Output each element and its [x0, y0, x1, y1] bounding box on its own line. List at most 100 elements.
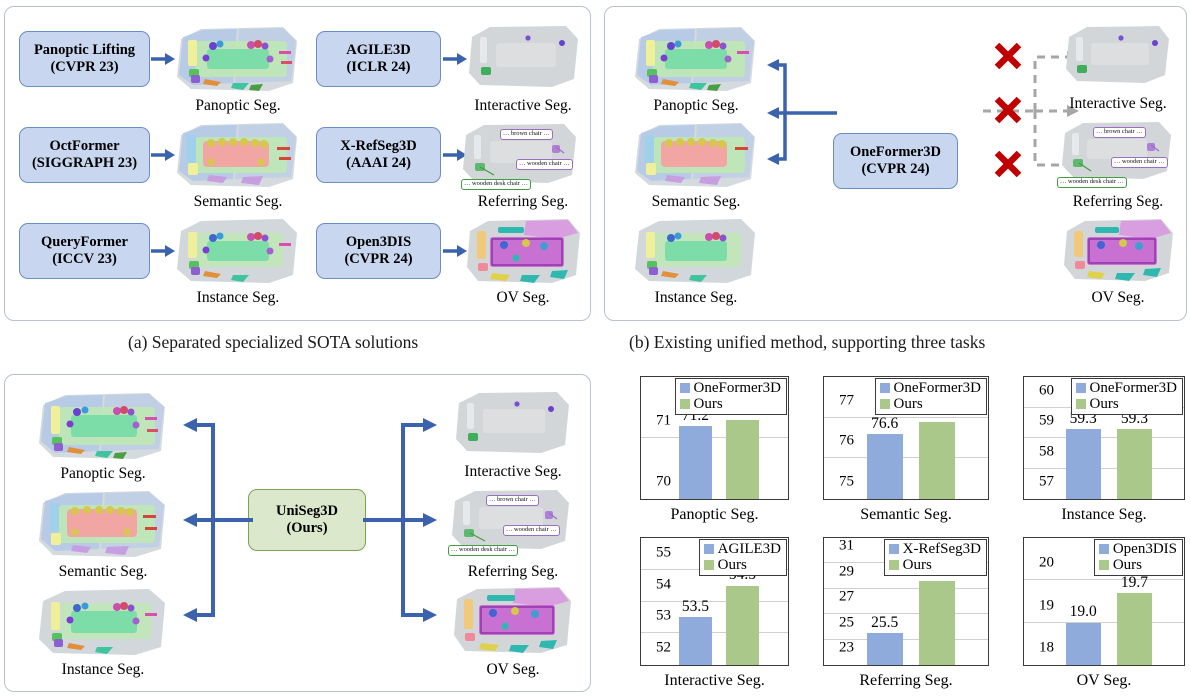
- scene-label: Referring Seg.: [477, 193, 569, 210]
- chart-ov-seg: Open3DIS Ours 19.0 19.7 18 19 20 21 OV S…: [991, 535, 1187, 690]
- bar-ours: [1116, 593, 1152, 665]
- referring-phrase-bubble: … wooden desk chair …: [1057, 177, 1127, 188]
- y-tick-label: 58: [1039, 443, 1054, 459]
- gridline: [824, 587, 988, 589]
- arrow-right-icon: [443, 149, 467, 161]
- legend-swatch-ours: [703, 560, 714, 571]
- y-tick-label: 20: [1039, 554, 1054, 571]
- legend-label-ours: Ours: [717, 557, 747, 574]
- scene-label: OV Seg.: [496, 289, 550, 306]
- bar-ours: [919, 581, 956, 665]
- bar-ours: [726, 585, 759, 665]
- legend-label-ours: Ours: [1089, 396, 1119, 413]
- y-tick-label: 60: [1039, 382, 1054, 398]
- referring-phrase-bubble: … wooden chair …: [516, 159, 573, 170]
- y-tick-label: 57: [1039, 473, 1054, 490]
- arrow-right-icon: [151, 149, 175, 161]
- caption-panel-a: (a) Separated specialized SOTA solutions: [128, 332, 419, 352]
- scene-label: Referring Seg.: [467, 563, 559, 580]
- scene-thumbnail-interactive: [1063, 21, 1173, 89]
- method-box-xrefseg3d[interactable]: X-RefSeg3D (AAAI 24): [316, 127, 441, 183]
- scene-thumbnail-ov: [464, 213, 584, 291]
- referring-phrase-bubble: … wooden desk chair …: [448, 545, 518, 556]
- y-tick-label: 76: [839, 432, 854, 449]
- chart-x-axis-label: Referring Seg.: [859, 672, 953, 689]
- method-box-oneformer3d[interactable]: OneFormer3D (CVPR 24): [833, 133, 958, 189]
- method-venue: (AAAI 24): [346, 155, 411, 171]
- arrow-right-tasks-icon: [363, 418, 437, 622]
- method-name: OneFormer3D: [850, 143, 941, 160]
- legend-swatch-ours: [1098, 560, 1109, 571]
- bar-value-baseline: 25.5: [871, 613, 899, 631]
- bar-baseline: [866, 433, 903, 499]
- scene-thumbnail-instance: [631, 213, 761, 287]
- bar-value-baseline: 19.0: [1069, 603, 1097, 621]
- gridline: [824, 416, 988, 418]
- y-tick-label: 59: [1039, 412, 1054, 429]
- scene-label: Instance Seg.: [61, 661, 145, 678]
- chart-legend: OneFormer3D Ours: [874, 378, 987, 416]
- caption-panel-b: (b) Existing unified method, supporting …: [629, 332, 986, 352]
- method-box-uniseg3d[interactable]: UniSeg3D (Ours): [248, 489, 366, 551]
- referring-phrase-bubble: … wooden desk chair …: [461, 179, 531, 190]
- gridline: [1024, 537, 1184, 538]
- scene-thumbnail-semantic: [173, 117, 303, 191]
- gridline: [641, 600, 788, 602]
- chart-plot-area: Open3DIS Ours 19.0 19.7 18 19 20 21: [1023, 537, 1185, 666]
- method-name: AGILE3D: [346, 41, 411, 58]
- scene-thumbnail-semantic: [631, 117, 761, 191]
- legend-label-ours: Ours: [1112, 557, 1142, 574]
- method-box-agile3d[interactable]: AGILE3D (ICLR 24): [316, 31, 441, 87]
- arrow-right-icon: [151, 53, 175, 65]
- panel-a-separated-solutions: Panoptic Lifting (CVPR 23) OctFormer (SI…: [4, 6, 591, 321]
- gridline: [824, 613, 988, 615]
- y-tick-label: 75: [839, 473, 854, 490]
- chart-instance-seg: OneFormer3D Ours 59.3 59.3 57 58 59 60 6…: [991, 374, 1187, 524]
- gridline: [824, 457, 988, 459]
- legend-swatch-ours: [1075, 399, 1086, 410]
- method-box-queryformer[interactable]: QueryFormer (ICCV 23): [19, 223, 150, 279]
- arrow-supported-tasks-icon: [767, 59, 837, 165]
- chart-plot-area: OneFormer3D Ours 59.3 59.3 57 58 59 60 6…: [1023, 376, 1185, 500]
- bar-value-baseline: 53.5: [681, 598, 709, 616]
- referring-phrase-bubble: … brown chair …: [500, 129, 553, 140]
- legend-label-ours: Ours: [902, 557, 932, 574]
- method-box-panoptic-lifting[interactable]: Panoptic Lifting (CVPR 23): [19, 31, 150, 87]
- y-tick-label: 70: [656, 473, 671, 490]
- chart-interactive-seg: AGILE3D Ours 53.5 54.5 52 53 54 55 56 In…: [608, 535, 791, 690]
- scene-label: Referring Seg.: [1072, 193, 1164, 210]
- y-tick-label: 27: [839, 588, 854, 605]
- legend-swatch-baseline: [679, 383, 690, 394]
- method-venue: (SIGGRAPH 23): [31, 155, 138, 171]
- chart-x-axis-label: Instance Seg.: [1061, 506, 1147, 523]
- chart-plot-area: OneFormer3D Ours 71.2 71.3 70 71 72: [640, 376, 789, 500]
- legend-label-baseline: OneFormer3D: [893, 380, 981, 396]
- scene-thumbnail-instance: [173, 213, 303, 287]
- chart-x-axis-label: Panoptic Seg.: [670, 506, 759, 523]
- chart-legend: OneFormer3D Ours: [1070, 378, 1183, 416]
- referring-phrase-bubble: … brown chair …: [486, 495, 539, 506]
- y-tick-label: 31: [839, 537, 854, 554]
- gridline: [824, 376, 988, 377]
- scene-thumbnail-panoptic: [631, 21, 761, 95]
- legend-swatch-baseline: [703, 544, 714, 555]
- legend-label-baseline: Open3DIS: [1112, 541, 1177, 557]
- y-tick-label: 52: [656, 639, 671, 656]
- method-box-open3dis[interactable]: Open3DIS (CVPR 24): [316, 223, 441, 279]
- scene-label: Instance Seg.: [196, 289, 280, 306]
- bar-value-ours: 19.7: [1120, 573, 1148, 591]
- chart-x-axis-label: Interactive Seg.: [664, 672, 765, 689]
- method-box-octformer[interactable]: OctFormer (SIGGRAPH 23): [19, 127, 150, 183]
- chart-x-axis-label: OV Seg.: [1076, 672, 1132, 689]
- legend-swatch-baseline: [1098, 544, 1109, 555]
- y-tick-label: 19: [1039, 597, 1054, 614]
- chart-plot-area: OneFormer3D Ours 76.6 76.9 75 76 77 78: [823, 376, 989, 500]
- gridline: [641, 376, 788, 377]
- bar-ours: [1116, 428, 1152, 499]
- bar-ours: [919, 421, 956, 499]
- bar-baseline: [1065, 622, 1101, 665]
- method-venue: (CVPR 23): [50, 59, 119, 75]
- gridline: [1024, 376, 1184, 377]
- chart-referring-seg: X-RefSeg3D Ours 25.5 29.6 23 25 27 29 31…: [791, 535, 991, 690]
- method-venue: (Ours): [286, 520, 328, 536]
